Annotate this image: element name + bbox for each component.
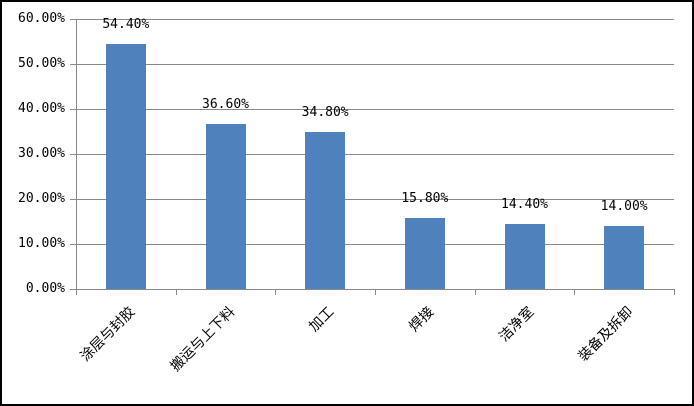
bar [604,226,645,289]
x-tick-mark [76,290,77,295]
x-axis-line [76,289,675,290]
y-tick-mark [70,64,76,65]
bar [105,44,146,289]
y-axis-tick-label: 40.00% [18,101,65,116]
bar [504,224,545,289]
x-tick-mark [674,290,675,295]
y-gridline [76,109,674,110]
y-tick-mark [70,109,76,110]
x-tick-mark [176,290,177,295]
y-gridline [76,244,674,245]
y-tick-mark [70,289,76,290]
x-category-label: 加工 [306,304,338,336]
x-tick-mark [475,290,476,295]
y-axis-line [76,19,77,290]
bar-value-label: 34.80% [301,105,349,121]
x-category-label: 搬运与上下料 [167,304,238,375]
bar-value-label: 54.40% [102,17,150,33]
bar-value-label: 36.60% [202,97,249,113]
y-tick-mark [70,199,76,200]
x-tick-mark [574,290,575,295]
y-tick-mark [70,244,76,245]
x-category-label: 焊接 [406,304,438,336]
y-gridline [76,154,674,155]
y-axis-tick-label: 50.00% [18,56,65,71]
y-tick-mark [70,19,76,20]
y-axis-tick-label: 20.00% [18,191,65,206]
x-category-label: 涂层与封胶 [77,304,139,365]
y-tick-mark [70,154,76,155]
x-category-label: 洁净室 [495,304,537,346]
x-tick-mark [275,290,276,295]
bar [205,124,246,289]
y-gridline [76,64,674,65]
y-gridline [76,199,674,200]
y-axis-tick-label: 0.00% [25,281,65,296]
x-category-label: 装备及拆卸 [575,304,637,365]
y-gridline [76,19,674,20]
bar [305,132,346,289]
bar [404,217,445,289]
y-axis-tick-label: 30.00% [18,146,65,161]
x-tick-mark [375,290,376,295]
bar-value-label: 15.80% [401,190,449,206]
y-axis-tick-label: 10.00% [18,236,65,251]
bar-value-label: 14.00% [600,199,648,214]
bar-value-label: 14.40% [501,197,548,213]
y-axis-tick-label: 60.00% [18,11,65,26]
